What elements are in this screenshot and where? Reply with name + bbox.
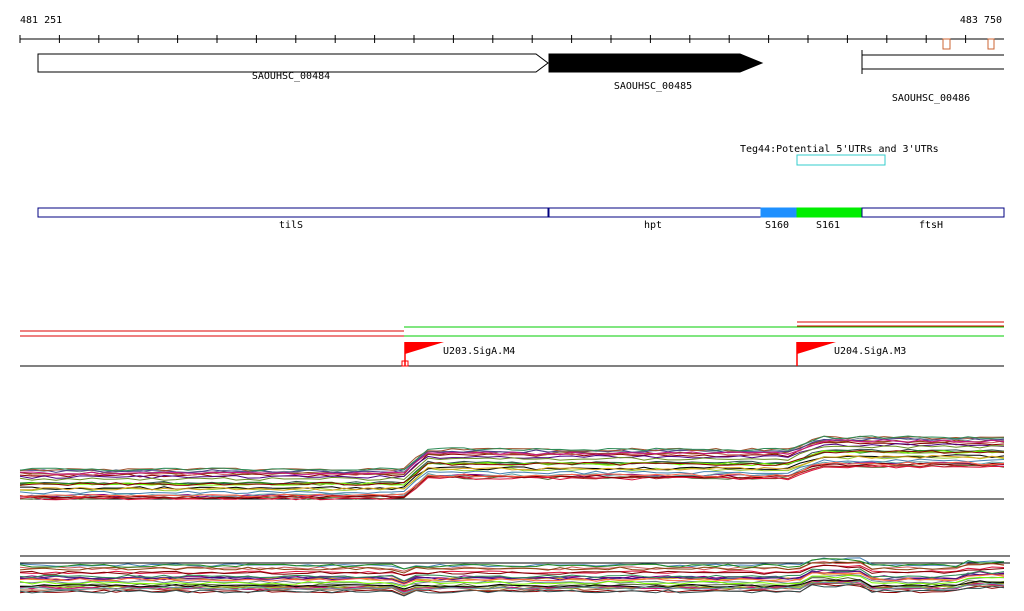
region-label-S160: S160 (765, 220, 789, 231)
promoter-U204[interactable]: U204.SigA.M3 (796, 342, 906, 366)
gene-track: SAOUHSC_00484 SAOUHSC_00485 SAOUHSC_0048… (37, 38, 1004, 104)
expression-trace (19, 439, 1005, 477)
region-ftsH[interactable] (861, 207, 1005, 218)
expression-trace (19, 564, 1005, 577)
region-label-hpt: hpt (644, 220, 662, 231)
expression-trace (19, 439, 1005, 476)
expression-trace (19, 584, 1005, 597)
feature-marker-2 (987, 38, 995, 50)
expression-trace (19, 458, 1005, 495)
gene-arrow-SAOUHSC_00485[interactable] (548, 53, 764, 73)
utr-feature-box[interactable] (796, 154, 886, 166)
promoter-U203[interactable]: U203.SigA.M4 (401, 342, 515, 367)
coordinate-ruler: 481 251 483 750 (19, 15, 1004, 43)
gene-label-SAOUHSC_00486: SAOUHSC_00486 (892, 93, 970, 104)
region-track: tilS hpt S160 S161 ftsH (37, 207, 1005, 231)
expression-trace (19, 558, 1005, 570)
gene-label-SAOUHSC_00485: SAOUHSC_00485 (614, 81, 692, 92)
gene-box-SAOUHSC_00486[interactable] (861, 54, 1004, 70)
expression-trace (19, 465, 1005, 501)
expression-trace (19, 561, 1005, 574)
expression-trace (19, 583, 1005, 597)
region-S160[interactable] (760, 207, 798, 218)
feature-marker-1 (942, 38, 951, 50)
expression-trace (19, 579, 1005, 590)
expression-trace (19, 570, 1005, 585)
expression-trace (19, 574, 1005, 588)
gene-SAOUHSC_00486[interactable]: SAOUHSC_00486 (861, 50, 1004, 104)
utr-track-label: Teg44:Potential 5'UTRs and 3'UTRs (740, 144, 939, 155)
expression-trace (19, 574, 1005, 587)
expression-trace (19, 571, 1005, 583)
transcript-track: U203.SigA.M4 U204.SigA.M3 (20, 321, 1004, 367)
ruler-start-label: 481 251 (20, 15, 62, 26)
expression-trace (19, 580, 1005, 594)
expression-trace (19, 462, 1005, 499)
expression-trace (19, 448, 1005, 485)
expression-trace (19, 580, 1005, 593)
gene-arrow-SAOUHSC_00484[interactable] (37, 53, 549, 73)
expression-trace (19, 445, 1005, 481)
expression-trace (19, 568, 1005, 582)
expression-trace (19, 461, 1005, 498)
ruler-end-label: 483 750 (960, 15, 1002, 26)
region-tilS[interactable] (37, 207, 549, 218)
region-S161[interactable] (796, 207, 863, 218)
region-label-tilS: tilS (279, 220, 303, 231)
expression-trace (19, 441, 1005, 478)
expression-trace (19, 454, 1005, 491)
expression-trace (19, 449, 1005, 486)
expression-trace (19, 561, 1005, 572)
expression-lines-1 (19, 435, 1005, 501)
promoter-flag-icon[interactable] (405, 342, 444, 354)
expression-trace (19, 450, 1005, 486)
region-hpt[interactable] (548, 207, 762, 218)
expression-trace (19, 435, 1005, 472)
expression-track-1 (19, 435, 1005, 501)
expression-trace (19, 572, 1005, 585)
region-label-ftsH: ftsH (919, 220, 943, 231)
promoter-marker (401, 360, 409, 367)
promoter-label-U204: U204.SigA.M3 (834, 346, 906, 357)
expression-lines-2 (19, 557, 1005, 597)
region-label-S161: S161 (816, 220, 840, 231)
expression-trace (19, 463, 1005, 500)
promoter-label-U203: U203.SigA.M4 (443, 346, 515, 357)
expression-track-2 (19, 555, 1010, 597)
promoter-flag-icon[interactable] (797, 342, 836, 354)
utr-track: Teg44:Potential 5'UTRs and 3'UTRs (740, 144, 939, 166)
gene-SAOUHSC_00484[interactable]: SAOUHSC_00484 (37, 53, 549, 82)
gene-SAOUHSC_00485[interactable]: SAOUHSC_00485 (548, 53, 764, 92)
ruler-ticks (19, 35, 967, 43)
gene-label-SAOUHSC_00484: SAOUHSC_00484 (252, 71, 330, 82)
